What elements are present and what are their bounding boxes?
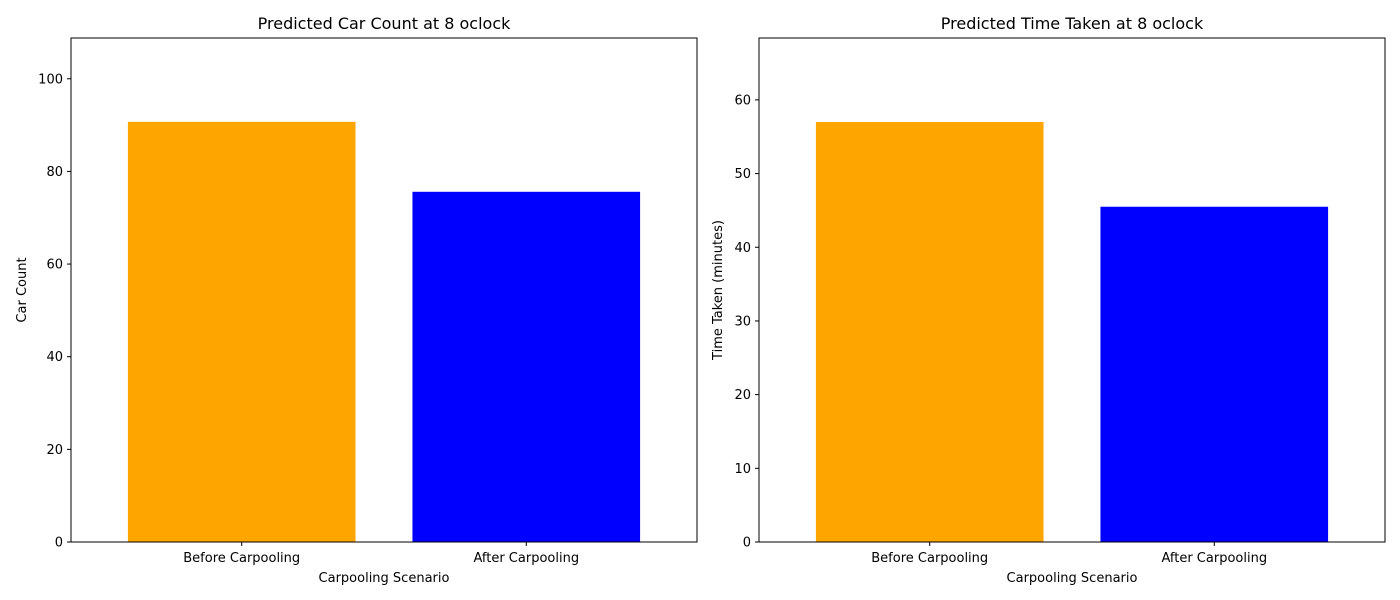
plot-frame <box>758 37 1386 543</box>
bar-before-carpooling <box>127 121 356 543</box>
y-axis-label: Car Count <box>15 257 30 322</box>
y-tick-label: 20 <box>46 443 63 458</box>
x-tick-label: After Carpooling <box>473 551 579 566</box>
car-count-chart: Predicted Car Count at 8 oclock Carpooli… <box>15 14 698 586</box>
bar-group <box>815 122 1329 542</box>
chart-title: Predicted Car Count at 8 oclock <box>258 14 511 33</box>
axes: 0 10 20 30 40 50 60 Before Carpooling After Carp… <box>734 37 1386 566</box>
y-tick-label: 20 <box>734 388 751 403</box>
y-axis-label: Time Taken (minutes) <box>711 220 726 361</box>
y-tick-label: 60 <box>734 93 751 108</box>
x-tick-label: Before Carpooling <box>871 551 988 566</box>
y-tick-label: 50 <box>734 167 751 182</box>
y-tick-label: 40 <box>46 350 63 365</box>
axes: 0 20 40 60 80 100 Before Carpooling After Carpo… <box>38 37 698 566</box>
y-tick-label: 100 <box>38 72 63 87</box>
x-tick-label: After Carpooling <box>1161 551 1267 566</box>
chart-title: Predicted Time Taken at 8 oclock <box>941 14 1204 33</box>
x-tick-label: Before Carpooling <box>183 551 300 566</box>
y-tick-label: 10 <box>734 462 751 477</box>
y-tick-label: 60 <box>46 258 63 273</box>
y-tick-label: 80 <box>46 165 63 180</box>
x-axis-label: Carpooling Scenario <box>1007 571 1138 586</box>
bar-after-carpooling <box>1100 206 1329 542</box>
y-tick-label: 30 <box>734 314 751 329</box>
time-taken-chart: Predicted Time Taken at 8 oclock Carpool… <box>711 14 1386 586</box>
bar-after-carpooling <box>412 191 641 542</box>
y-tick-label: 0 <box>743 536 751 551</box>
plot-frame <box>70 37 698 543</box>
y-tick-label: 40 <box>734 241 751 256</box>
bar-group <box>127 121 641 543</box>
bar-before-carpooling <box>815 122 1044 542</box>
x-axis-label: Carpooling Scenario <box>319 571 450 586</box>
y-tick-label: 0 <box>55 536 63 551</box>
